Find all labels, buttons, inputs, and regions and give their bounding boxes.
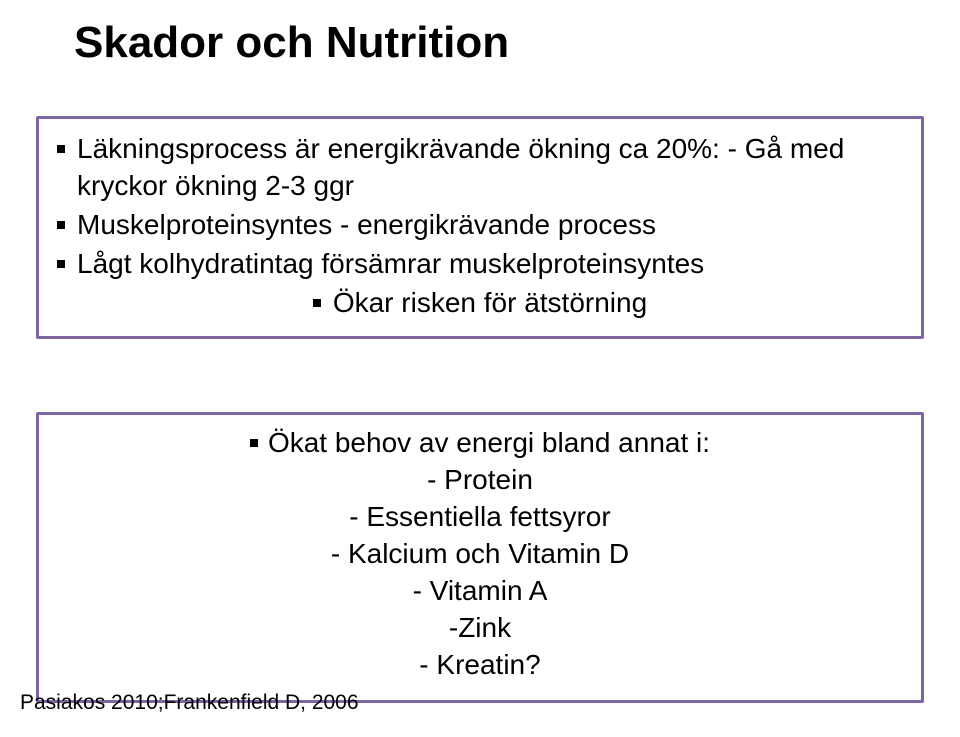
slide: Skador och Nutrition Läkningsprocess är …: [0, 0, 960, 737]
list-item-text: Muskelproteinsyntes - energikrävande pro…: [77, 207, 656, 244]
list-item-text: Ökar risken för ätstörning: [333, 285, 647, 322]
list-line: - Vitamin A: [57, 573, 903, 610]
list-item: Ökat behov av energi bland annat i:: [57, 425, 903, 462]
list-line: - Kalcium och Vitamin D: [57, 536, 903, 573]
list-line: - Protein: [57, 462, 903, 499]
bullet-icon: [57, 260, 65, 268]
bullet-icon: [250, 439, 258, 447]
list-item: Ökar risken för ätstörning: [57, 285, 903, 322]
list-item-text: Läkningsprocess är energikrävande ökning…: [77, 131, 903, 205]
bullet-icon: [57, 145, 65, 153]
list-item-text: Ökat behov av energi bland annat i:: [268, 425, 710, 462]
list-line: - Kreatin?: [57, 647, 903, 684]
list-item: Muskelproteinsyntes - energikrävande pro…: [57, 207, 903, 244]
box-top: Läkningsprocess är energikrävande ökning…: [36, 116, 924, 339]
list-item: Läkningsprocess är energikrävande ökning…: [57, 131, 903, 205]
bullet-icon: [313, 299, 321, 307]
box-bottom: Ökat behov av energi bland annat i: - Pr…: [36, 412, 924, 703]
list-item: Lågt kolhydratintag försämrar muskelprot…: [57, 246, 903, 283]
citation: Pasiakos 2010;Frankenfield D, 2006: [20, 691, 359, 715]
list-item-text: Lågt kolhydratintag försämrar muskelprot…: [77, 246, 704, 283]
list-line: - Essentiella fettsyror: [57, 499, 903, 536]
bullet-icon: [57, 221, 65, 229]
list-line: -Zink: [57, 610, 903, 647]
page-title: Skador och Nutrition: [0, 0, 960, 68]
